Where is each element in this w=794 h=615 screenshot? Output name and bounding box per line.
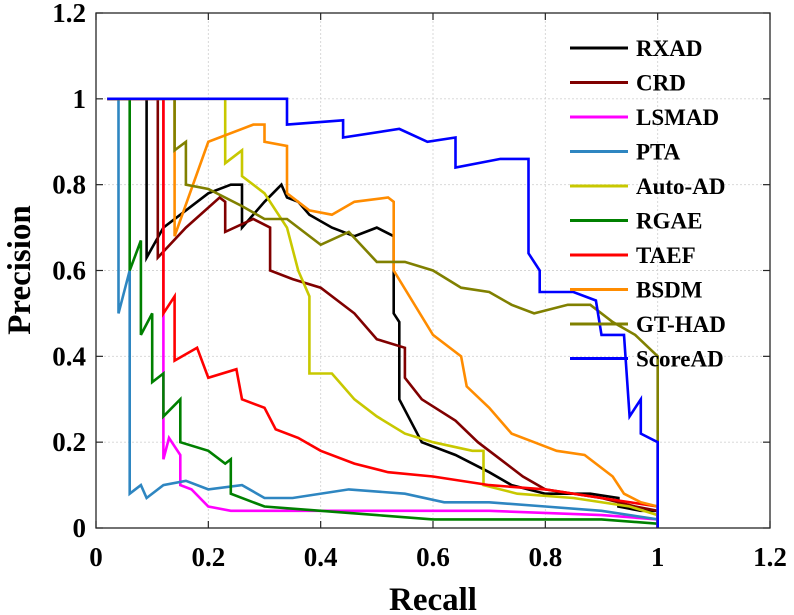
x-axis-label: Recall — [389, 582, 477, 615]
series-line-scoread — [107, 97, 659, 528]
series-line-taef — [107, 97, 659, 528]
legend: RXAD CRD LSMAD PTA Auto-AD RGAE TAEF BSDM GT-HAD… — [570, 36, 726, 372]
legend-label-scoread: ScoreAD — [636, 347, 724, 372]
legend-label-lsmad: LSMAD — [636, 105, 719, 130]
series-line-rgae — [107, 97, 659, 528]
legend-label-crd: CRD — [636, 71, 686, 96]
y-tick-label: 0.2 — [52, 427, 86, 457]
x-tick-label: 0 — [89, 542, 103, 572]
x-tick-label: 0.4 — [304, 542, 338, 572]
y-tick-labels: 0 0.2 0.4 0.6 0.8 1 1.2 — [52, 0, 86, 543]
legend-label-rgae: RGAE — [636, 209, 702, 234]
y-tick-label: 0.6 — [52, 256, 86, 286]
y-axis-label: Precision — [2, 205, 38, 335]
y-tick-label: 1.2 — [52, 0, 86, 28]
series-line-rxad — [107, 97, 659, 528]
x-tick-label: 0.8 — [528, 542, 562, 572]
plot-frame — [95, 12, 771, 529]
series-line-crd — [107, 97, 659, 528]
x-tick-label: 0.2 — [191, 542, 225, 572]
y-tick-label: 0.4 — [52, 341, 86, 371]
legend-label-taef: TAEF — [636, 243, 696, 268]
x-tick-label: 1.2 — [753, 542, 787, 572]
y-tick-label: 0.8 — [52, 170, 86, 200]
legend-label-rxad: RXAD — [636, 36, 702, 61]
x-tick-label: 1 — [651, 542, 665, 572]
legend-label-gt-had: GT-HAD — [636, 312, 726, 337]
series-line-gt-had — [107, 97, 659, 528]
series-line-lsmad — [107, 97, 659, 528]
series-line-pta — [107, 97, 659, 528]
legend-label-pta: PTA — [636, 140, 681, 165]
series-lines — [107, 97, 659, 528]
x-tick-label: 0.6 — [416, 542, 450, 572]
y-tick-label: 0 — [73, 513, 87, 543]
y-tick-label: 1 — [73, 84, 87, 114]
x-tick-labels: 0 0.2 0.4 0.6 0.8 1 1.2 — [89, 542, 787, 572]
legend-label-auto-ad: Auto-AD — [636, 174, 725, 199]
series-line-bsdm — [107, 97, 659, 528]
legend-label-bsdm: BSDM — [636, 278, 703, 303]
series-line-auto-ad — [107, 97, 659, 528]
